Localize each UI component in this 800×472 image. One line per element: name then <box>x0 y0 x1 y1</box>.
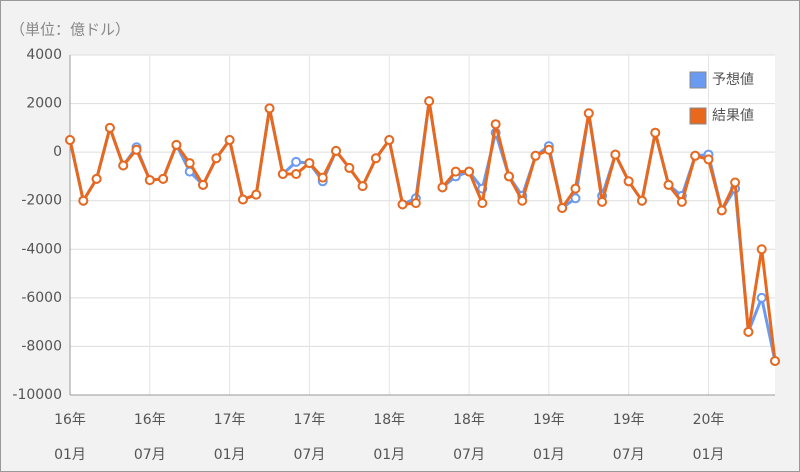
x-tick-label: 18年 <box>373 412 405 428</box>
y-tick-label: 4000 <box>26 47 62 63</box>
x-tick-label: 07月 <box>134 447 166 463</box>
point <box>543 144 554 155</box>
point <box>636 195 647 206</box>
y-tick-label: -8000 <box>21 338 62 354</box>
point <box>91 173 102 184</box>
point <box>570 193 581 204</box>
x-tick-label: 07月 <box>294 447 326 463</box>
x-tick-label: 01月 <box>693 447 725 463</box>
plot-area <box>70 55 775 395</box>
point <box>464 166 475 177</box>
x-tick-label: 01月 <box>54 447 86 463</box>
point <box>118 160 129 171</box>
point <box>703 154 714 165</box>
point <box>198 179 209 190</box>
x-tick-label: 17年 <box>214 412 246 428</box>
y-tick-label: 0 <box>53 144 62 160</box>
point <box>291 156 302 167</box>
point <box>437 182 448 193</box>
point <box>171 139 182 150</box>
point <box>623 176 634 187</box>
legend-swatch <box>689 71 707 89</box>
x-tick-label: 16年 <box>54 412 86 428</box>
point <box>610 149 621 160</box>
point <box>264 103 275 114</box>
y-tick-label: -6000 <box>21 290 62 306</box>
point <box>450 166 461 177</box>
point <box>477 198 488 209</box>
x-tick-label: 07月 <box>613 447 645 463</box>
point <box>690 150 701 161</box>
y-tick-label: 2000 <box>26 96 62 112</box>
point <box>304 158 315 169</box>
x-tick-label: 20年 <box>693 412 725 428</box>
point <box>384 135 395 145</box>
x-tick-label: 01月 <box>214 447 246 463</box>
point <box>184 158 195 169</box>
point <box>357 181 368 192</box>
point <box>570 183 581 194</box>
y-tick-label: -4000 <box>21 241 62 257</box>
point <box>104 122 115 133</box>
point <box>663 179 674 190</box>
unit-label: （単位：億ドル） <box>10 21 130 39</box>
point <box>770 356 780 366</box>
point <box>676 196 687 207</box>
legend-label: 予想値 <box>712 72 754 88</box>
point <box>144 175 155 186</box>
point <box>530 150 541 161</box>
point <box>331 145 342 156</box>
point <box>158 173 169 184</box>
point <box>756 292 767 303</box>
point <box>410 198 421 209</box>
point <box>730 177 741 188</box>
x-tick-label: 19年 <box>613 412 645 428</box>
x-tick-label: 01月 <box>373 447 405 463</box>
point <box>370 153 381 164</box>
point <box>424 96 435 107</box>
x-tick-label: 01月 <box>533 447 565 463</box>
point <box>78 195 89 206</box>
point <box>503 171 514 182</box>
y-tick-label: -2000 <box>21 193 62 209</box>
point <box>317 172 328 183</box>
point <box>131 144 142 155</box>
x-tick-label: 18年 <box>453 412 485 428</box>
point <box>716 205 727 216</box>
legend-swatch <box>689 107 707 125</box>
point <box>277 169 288 179</box>
x-tick-label: 19年 <box>533 412 565 428</box>
legend-label: 結果値 <box>712 108 754 124</box>
point <box>237 194 248 205</box>
point <box>517 195 528 206</box>
point <box>743 326 754 337</box>
point <box>65 135 75 145</box>
point <box>557 203 568 213</box>
point <box>251 189 262 200</box>
x-tick-label: 07月 <box>453 447 485 463</box>
point <box>597 196 608 207</box>
point <box>583 108 594 119</box>
point <box>490 119 501 130</box>
x-tick-label: 16年 <box>134 412 166 428</box>
point <box>650 127 661 138</box>
point <box>397 199 408 210</box>
point <box>756 244 767 255</box>
point <box>344 162 355 173</box>
point <box>224 135 235 145</box>
point <box>291 169 302 179</box>
y-tick-label: -10000 <box>12 387 62 403</box>
x-tick-label: 17年 <box>294 412 326 428</box>
point <box>211 153 222 164</box>
